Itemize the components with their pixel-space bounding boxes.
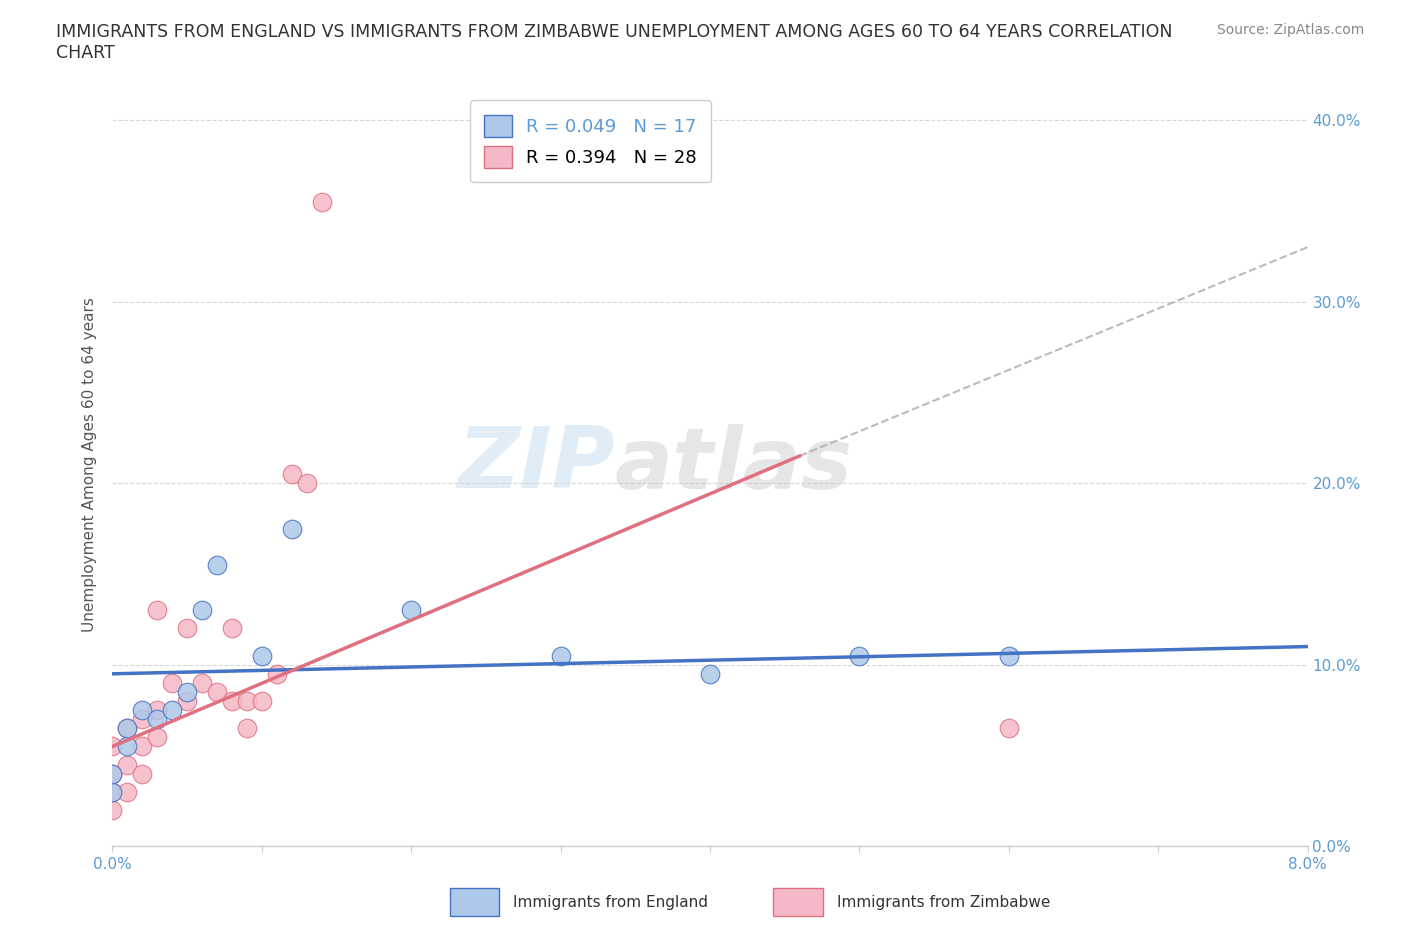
Point [146,730,169,745]
Point [131,711,153,726]
Point [221,694,243,709]
Point [295,476,318,491]
Point [162,703,183,718]
Point [699,667,721,682]
Point [281,467,304,482]
Point [117,721,139,736]
Point [998,721,1021,736]
Point [146,703,169,718]
Point [176,621,198,636]
Point [162,675,183,690]
Point [236,721,259,736]
FancyBboxPatch shape [773,888,823,916]
Point [176,684,198,699]
Point [101,739,124,754]
Text: Source: ZipAtlas.com: Source: ZipAtlas.com [1216,23,1364,37]
Legend: R = 0.049   N = 17, R = 0.394   N = 28: R = 0.049 N = 17, R = 0.394 N = 28 [470,100,711,182]
Point [131,766,153,781]
Point [146,711,169,726]
Point [117,757,139,772]
Point [191,603,214,618]
Point [401,603,423,618]
Point [998,648,1021,663]
Text: IMMIGRANTS FROM ENGLAND VS IMMIGRANTS FROM ZIMBABWE UNEMPLOYMENT AMONG AGES 60 T: IMMIGRANTS FROM ENGLAND VS IMMIGRANTS FR… [56,23,1173,62]
Text: ZIP: ZIP [457,423,614,507]
Point [550,648,572,663]
Point [311,194,333,209]
Point [117,721,139,736]
Point [176,694,198,709]
Point [205,684,228,699]
Point [848,648,870,663]
Point [236,694,259,709]
Point [101,784,124,799]
FancyBboxPatch shape [450,888,499,916]
Point [266,667,288,682]
Point [250,648,273,663]
Point [101,803,124,817]
Point [281,521,304,536]
Point [191,675,214,690]
Text: Immigrants from Zimbabwe: Immigrants from Zimbabwe [837,895,1050,910]
Point [250,694,273,709]
Point [146,603,169,618]
Point [205,557,228,572]
Point [131,703,153,718]
Point [101,784,124,799]
Point [117,739,139,754]
Point [117,784,139,799]
Point [101,766,124,781]
Text: atlas: atlas [614,423,852,507]
Point [101,766,124,781]
Y-axis label: Unemployment Among Ages 60 to 64 years: Unemployment Among Ages 60 to 64 years [82,298,97,632]
Point [221,621,243,636]
Point [131,739,153,754]
Text: Immigrants from England: Immigrants from England [513,895,709,910]
